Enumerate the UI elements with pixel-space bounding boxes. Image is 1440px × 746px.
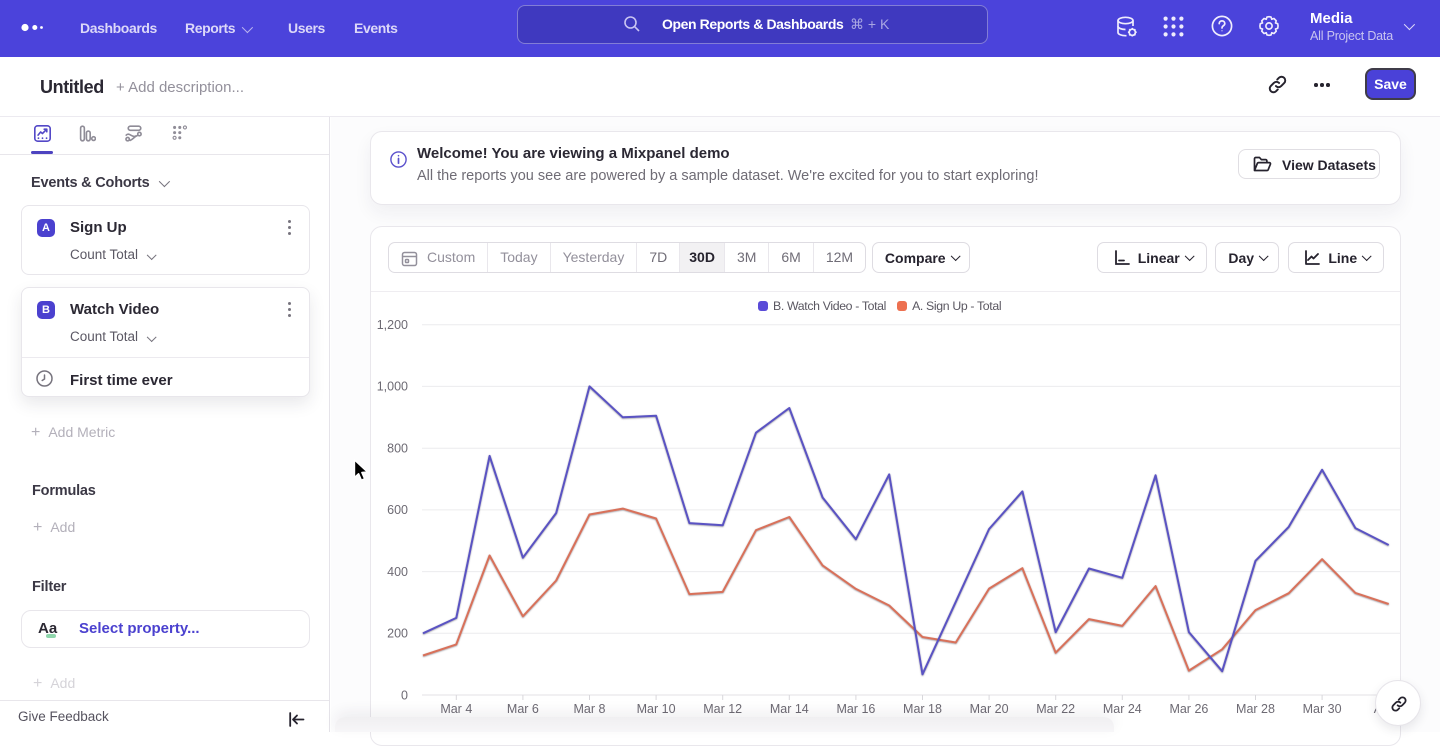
svg-text:0: 0 bbox=[401, 688, 408, 702]
svg-text:Mar 26: Mar 26 bbox=[1169, 702, 1208, 716]
svg-text:1,200: 1,200 bbox=[377, 318, 408, 332]
svg-text:Mar 16: Mar 16 bbox=[836, 702, 875, 716]
svg-text:Mar 10: Mar 10 bbox=[637, 702, 676, 716]
svg-text:Mar 14: Mar 14 bbox=[770, 702, 809, 716]
svg-text:Mar 12: Mar 12 bbox=[703, 702, 742, 716]
svg-text:Mar 30: Mar 30 bbox=[1303, 702, 1342, 716]
svg-text:Mar 22: Mar 22 bbox=[1036, 702, 1075, 716]
svg-text:200: 200 bbox=[387, 627, 408, 641]
svg-text:Mar 8: Mar 8 bbox=[574, 702, 606, 716]
svg-text:Mar 4: Mar 4 bbox=[440, 702, 472, 716]
svg-text:1,000: 1,000 bbox=[377, 380, 408, 394]
svg-text:400: 400 bbox=[387, 565, 408, 579]
svg-text:800: 800 bbox=[387, 442, 408, 456]
svg-text:Mar 28: Mar 28 bbox=[1236, 702, 1275, 716]
svg-text:Mar 6: Mar 6 bbox=[507, 702, 539, 716]
svg-text:600: 600 bbox=[387, 503, 408, 517]
svg-text:Mar 24: Mar 24 bbox=[1103, 702, 1142, 716]
svg-text:Mar 18: Mar 18 bbox=[903, 702, 942, 716]
svg-text:Mar 20: Mar 20 bbox=[970, 702, 1009, 716]
